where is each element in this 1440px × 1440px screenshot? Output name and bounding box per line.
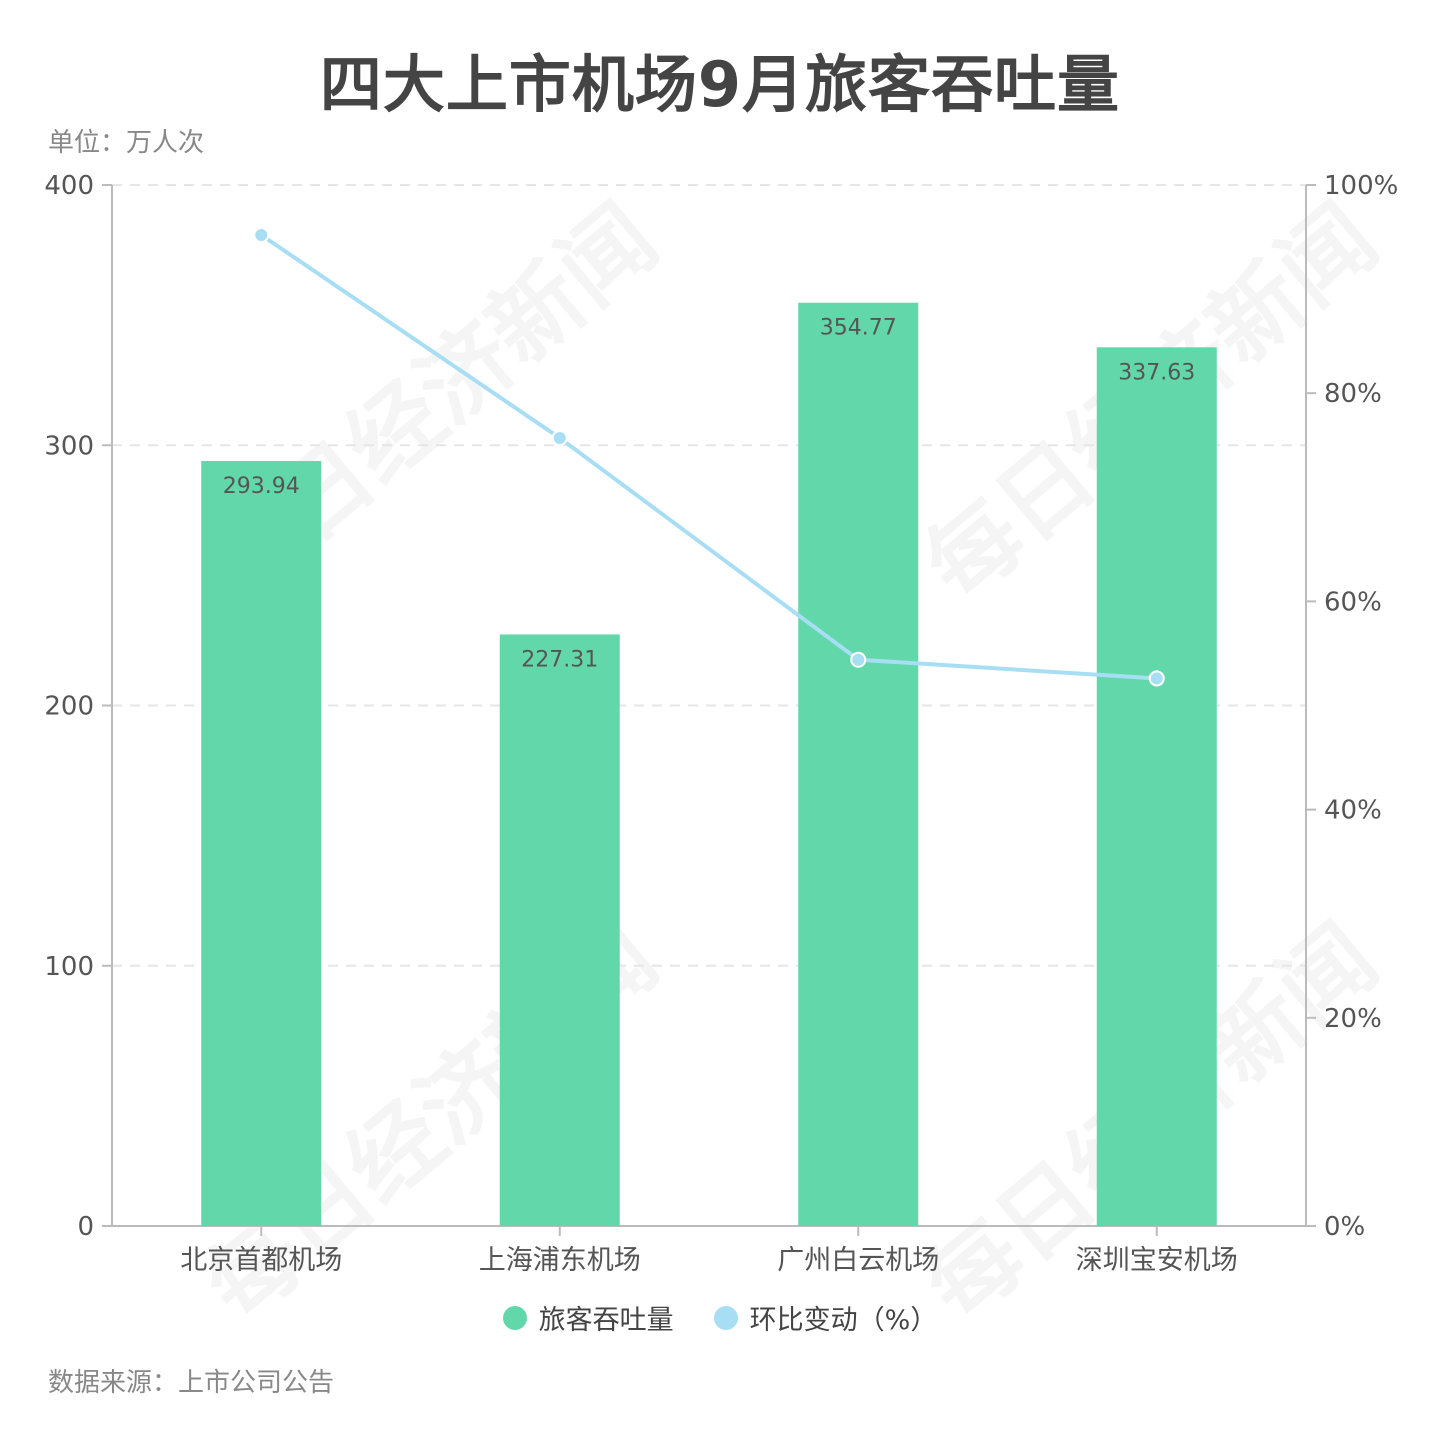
legend: 旅客吞吐量 环比变动（%）: [0, 1298, 1440, 1337]
y-left-tick-label: 0: [77, 1212, 94, 1242]
y-right-tick-label: 100%: [1324, 171, 1398, 201]
x-tick-label: 上海浦东机场: [479, 1245, 641, 1276]
unit-label: 单位：万人次: [48, 128, 205, 158]
bar: [798, 302, 919, 1227]
y-right-tick-label: 0%: [1324, 1212, 1365, 1242]
y-left-tick-label: 300: [44, 431, 94, 461]
legend-item-mom-change[interactable]: 环比变动（%）: [713, 1298, 938, 1337]
x-tick-label: 北京首都机场: [180, 1245, 342, 1276]
y-left-tick-label: 400: [44, 171, 94, 201]
bar-value-label: 337.63: [1118, 360, 1195, 385]
bar-value-label: 293.94: [223, 474, 300, 499]
y-left-tick-label: 200: [44, 692, 94, 722]
legend-item-throughput[interactable]: 旅客吞吐量: [502, 1298, 674, 1337]
bar: [499, 634, 620, 1226]
bar-value-label: 354.77: [820, 316, 897, 341]
legend-label-mom-change: 环比变动（%）: [749, 1305, 938, 1336]
y-right-tick-label: 80%: [1324, 379, 1382, 409]
bar: [201, 461, 322, 1227]
line-point: [1148, 670, 1165, 687]
x-tick-label: 广州白云机场: [777, 1245, 939, 1276]
y-left-tick-label: 100: [44, 952, 94, 982]
legend-label-throughput: 旅客吞吐量: [538, 1305, 674, 1336]
legend-swatch-line: [713, 1305, 738, 1330]
line-series: [260, 233, 1157, 681]
y-right-tick-label: 20%: [1324, 1004, 1382, 1034]
bar-value-label: 227.31: [521, 647, 598, 672]
bar: [1096, 347, 1217, 1226]
line-point: [253, 226, 270, 243]
line-point: [551, 429, 568, 446]
y-right-tick-label: 60%: [1324, 587, 1382, 617]
legend-swatch-bar: [502, 1305, 527, 1330]
x-tick-label: 深圳宝安机场: [1076, 1245, 1238, 1276]
chart-title: 四大上市机场9月旅客吞吐量: [319, 48, 1121, 121]
line-point: [850, 651, 867, 668]
y-right-tick-label: 40%: [1324, 796, 1382, 826]
source-note: 数据来源：上市公司公告: [48, 1368, 335, 1398]
